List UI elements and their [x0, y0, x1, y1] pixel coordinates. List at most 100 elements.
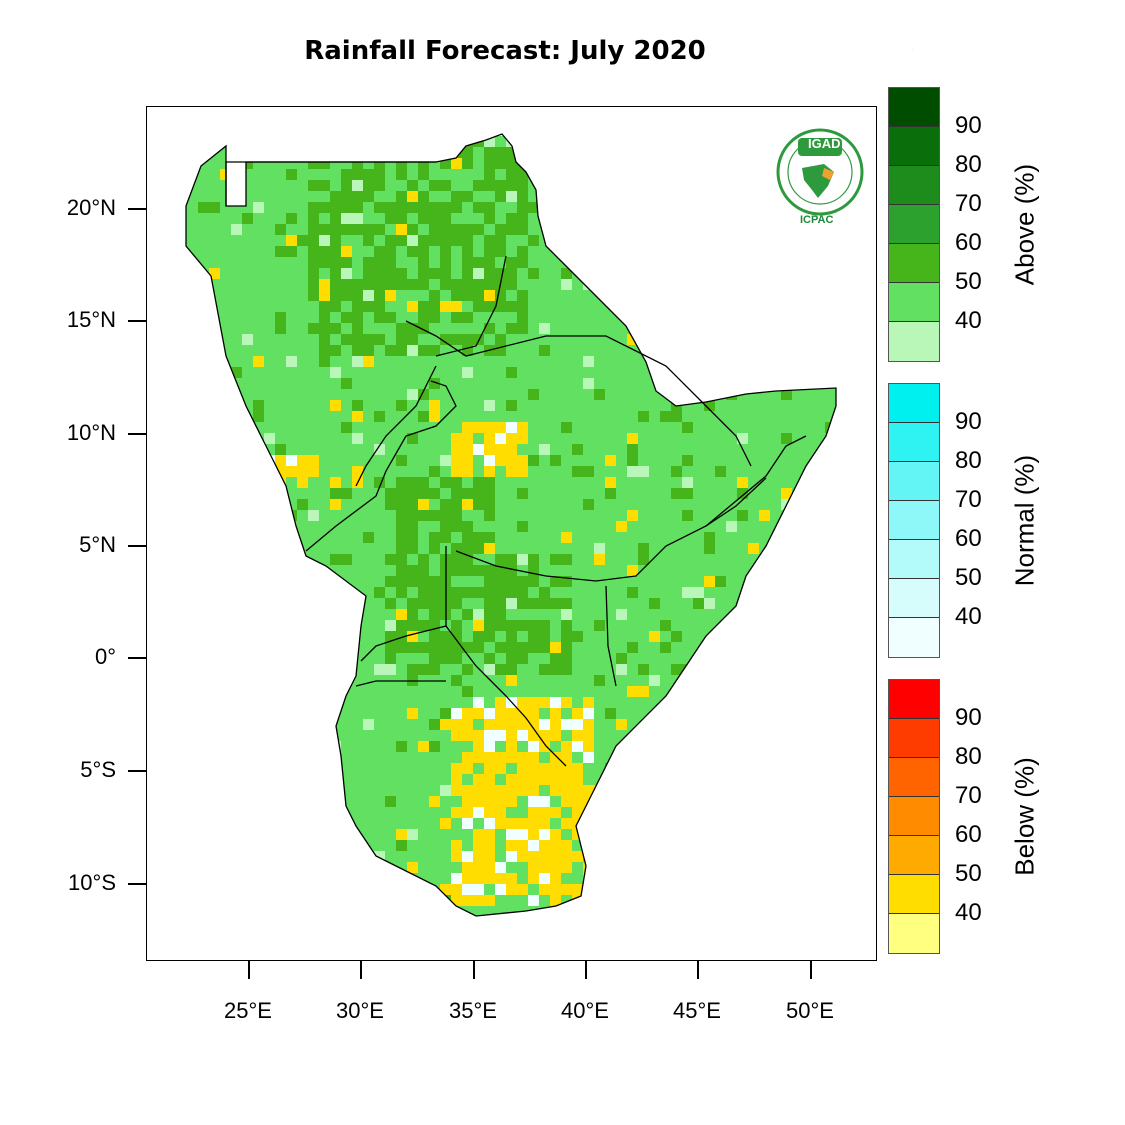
forecast-grid-cell — [451, 752, 462, 763]
forecast-grid-cell — [693, 268, 704, 279]
forecast-grid-cell — [682, 521, 693, 532]
forecast-grid-cell — [825, 818, 836, 829]
forecast-grid-cell — [374, 268, 385, 279]
forecast-grid-cell — [726, 235, 737, 246]
forecast-grid-cell — [693, 895, 704, 906]
forecast-grid-cell — [429, 906, 440, 916]
forecast-grid-cell — [253, 345, 264, 356]
forecast-grid-cell — [220, 312, 231, 323]
forecast-grid-cell — [253, 488, 264, 499]
forecast-grid-cell — [748, 620, 759, 631]
forecast-grid-cell — [825, 917, 836, 928]
forecast-grid-cell — [715, 840, 726, 851]
forecast-grid-cell — [671, 477, 682, 488]
forecast-grid-cell — [704, 268, 715, 279]
forecast-grid-cell — [605, 444, 616, 455]
forecast-grid-cell — [341, 675, 352, 686]
forecast-grid-cell — [374, 356, 385, 367]
forecast-grid-cell — [363, 895, 374, 906]
forecast-grid-cell — [583, 609, 594, 620]
forecast-grid-cell — [561, 191, 572, 202]
forecast-grid-cell — [319, 180, 330, 191]
forecast-grid-cell — [583, 719, 594, 730]
forecast-grid-cell — [616, 477, 627, 488]
country-borders — [225, 161, 807, 767]
forecast-grid-cell — [506, 499, 517, 510]
forecast-grid-cell — [836, 840, 847, 851]
forecast-grid-cell — [275, 895, 286, 906]
forecast-grid-cell — [715, 136, 726, 147]
forecast-grid-cell — [715, 169, 726, 180]
forecast-grid-cell — [638, 147, 649, 158]
forecast-grid-cell — [759, 532, 770, 543]
forecast-grid-cell — [473, 587, 484, 598]
forecast-grid-cell — [539, 917, 550, 928]
forecast-grid-cell — [539, 466, 550, 477]
forecast-grid-cell — [473, 455, 484, 466]
forecast-grid-cell — [572, 301, 583, 312]
forecast-grid-cell — [528, 598, 539, 609]
forecast-grid-cell — [451, 840, 462, 851]
forecast-grid-cell — [561, 796, 572, 807]
forecast-grid-cell — [319, 609, 330, 620]
forecast-grid-cell — [462, 708, 473, 719]
forecast-grid-cell — [484, 246, 495, 257]
forecast-grid-cell — [803, 290, 814, 301]
forecast-grid-cell — [186, 147, 187, 158]
forecast-grid-cell — [231, 290, 242, 301]
forecast-grid-cell — [682, 213, 693, 224]
forecast-grid-cell — [231, 367, 242, 378]
forecast-grid-cell — [726, 521, 737, 532]
forecast-grid-cell — [242, 213, 253, 224]
forecast-grid-cell — [825, 466, 836, 477]
forecast-grid-cell — [341, 785, 352, 796]
forecast-grid-cell — [231, 543, 242, 554]
forecast-grid-cell — [528, 565, 539, 576]
forecast-grid-cell — [330, 884, 341, 895]
forecast-grid-cell — [407, 191, 418, 202]
forecast-grid-cell — [297, 411, 308, 422]
forecast-grid-cell — [341, 444, 352, 455]
forecast-grid-cell — [748, 202, 759, 213]
forecast-grid-cell — [770, 851, 781, 862]
forecast-grid-cell — [396, 345, 407, 356]
forecast-grid-cell — [385, 323, 396, 334]
forecast-grid-cell — [484, 796, 495, 807]
forecast-grid-cell — [594, 576, 605, 587]
forecast-grid-cell — [186, 301, 187, 312]
forecast-grid-cell — [209, 708, 220, 719]
forecast-grid-cell — [539, 477, 550, 488]
forecast-grid-cell — [286, 840, 297, 851]
forecast-grid-cell — [363, 180, 374, 191]
forecast-grid-cell — [715, 279, 726, 290]
forecast-grid-cell — [682, 653, 693, 664]
forecast-grid-cell — [352, 235, 363, 246]
forecast-grid-cell — [671, 466, 682, 477]
forecast-grid-cell — [550, 147, 561, 158]
forecast-grid-cell — [693, 917, 704, 928]
forecast-grid-cell — [187, 675, 198, 686]
forecast-grid-cell — [682, 532, 693, 543]
forecast-grid-cell — [517, 884, 528, 895]
forecast-grid-cell — [814, 631, 825, 642]
forecast-grid-cell — [451, 455, 462, 466]
forecast-grid-cell — [253, 653, 264, 664]
forecast-grid-cell — [187, 312, 198, 323]
forecast-grid-cell — [396, 488, 407, 499]
legend-band — [889, 384, 939, 423]
forecast-grid-cell — [187, 818, 198, 829]
forecast-grid-cell — [286, 510, 297, 521]
forecast-grid-cell — [517, 609, 528, 620]
forecast-grid-cell — [594, 400, 605, 411]
forecast-grid-cell — [186, 257, 187, 268]
forecast-grid-cell — [484, 532, 495, 543]
forecast-grid-cell — [220, 290, 231, 301]
forecast-grid-cell — [341, 422, 352, 433]
forecast-grid-cell — [319, 169, 330, 180]
forecast-grid-cell — [737, 807, 748, 818]
forecast-grid-cell — [407, 499, 418, 510]
forecast-grid-cell — [407, 609, 418, 620]
forecast-grid-cell — [473, 510, 484, 521]
forecast-grid-cell — [726, 477, 737, 488]
forecast-grid-cell — [693, 708, 704, 719]
